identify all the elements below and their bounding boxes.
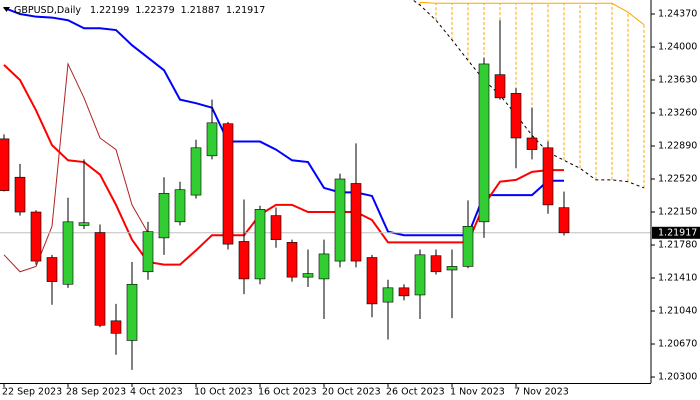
candle-body bbox=[158, 192, 170, 239]
y-tick-label: 1.23260 bbox=[658, 108, 697, 119]
x-tick-label: 4 Oct 2023 bbox=[130, 387, 183, 398]
candle-body bbox=[94, 232, 106, 326]
candle-body bbox=[110, 320, 122, 334]
candle-body bbox=[414, 254, 426, 296]
candle-body bbox=[222, 123, 234, 245]
indicator-line bbox=[412, 0, 645, 189]
low-value: 1.21887 bbox=[181, 5, 220, 16]
x-tick-label: 10 Oct 2023 bbox=[194, 387, 253, 398]
chart-title: GBPUSD,Daily 1.22199 1.22379 1.21887 1.2… bbox=[14, 5, 265, 16]
candle-body bbox=[446, 266, 458, 271]
x-tick-label: 20 Oct 2023 bbox=[322, 387, 381, 398]
candle-body bbox=[526, 137, 538, 150]
y-tick-label: 1.20300 bbox=[658, 372, 697, 383]
candle-body bbox=[142, 231, 154, 273]
candle-body bbox=[494, 74, 506, 99]
candle-body bbox=[62, 221, 74, 285]
indicator-line bbox=[419, 1, 645, 26]
candle-body bbox=[478, 63, 490, 223]
y-tick-label: 1.21780 bbox=[658, 240, 697, 251]
candle-body bbox=[302, 273, 314, 278]
candle-body bbox=[206, 122, 218, 157]
candle-body bbox=[318, 253, 330, 280]
candle-body bbox=[462, 225, 474, 267]
y-tick-label: 1.21410 bbox=[658, 273, 697, 284]
x-tick-label: 1 Nov 2023 bbox=[450, 387, 505, 398]
open-value: 1.22199 bbox=[90, 5, 129, 16]
axes: 1.24370 1.24000 1.23630 1.23260 1.22890 1.225… bbox=[2, 9, 700, 398]
y-tick-label: 1.22890 bbox=[658, 141, 697, 152]
candle-body bbox=[286, 242, 298, 278]
x-tick-label: 26 Oct 2023 bbox=[386, 387, 445, 398]
price-label: 1.21917 bbox=[658, 227, 697, 238]
indicator-line bbox=[3, 62, 149, 273]
candle-body bbox=[254, 209, 266, 280]
candle-body bbox=[78, 222, 90, 226]
x-tick-label: 22 Sep 2023 bbox=[2, 387, 62, 398]
y-tick-label: 1.22150 bbox=[658, 207, 697, 218]
candle-body bbox=[542, 147, 554, 206]
candle-body bbox=[350, 183, 362, 262]
high-value: 1.22379 bbox=[135, 5, 174, 16]
candle-body bbox=[190, 147, 202, 196]
candle-body bbox=[0, 138, 10, 191]
x-tick-label: 7 Nov 2023 bbox=[514, 387, 569, 398]
menu-triangle bbox=[3, 7, 10, 12]
candle-body bbox=[366, 257, 378, 305]
x-tick-label: 16 Oct 2023 bbox=[258, 387, 317, 398]
price-label-box bbox=[652, 226, 700, 239]
x-tick-label: 28 Sep 2023 bbox=[66, 387, 126, 398]
candle-body bbox=[14, 176, 26, 213]
candle-body bbox=[382, 287, 394, 303]
plot-area bbox=[0, 0, 651, 370]
y-tick-label: 1.23630 bbox=[658, 75, 697, 86]
y-tick-label: 1.20670 bbox=[658, 339, 697, 350]
candle-body bbox=[126, 283, 138, 341]
candle-body bbox=[30, 211, 42, 262]
candle-body bbox=[334, 178, 346, 262]
candle-body bbox=[558, 207, 570, 234]
candle-body bbox=[398, 287, 410, 297]
y-tick-label: 1.24000 bbox=[658, 42, 697, 53]
y-tick-label: 1.21040 bbox=[658, 306, 697, 317]
candle-body bbox=[174, 189, 186, 223]
candle-body bbox=[46, 257, 58, 282]
symbol: GBPUSD,Daily bbox=[14, 5, 81, 16]
candle-body bbox=[270, 215, 282, 240]
candle-body bbox=[510, 93, 522, 139]
y-tick-label: 1.22520 bbox=[658, 174, 697, 185]
candle-body bbox=[238, 241, 250, 280]
y-tick-label: 1.24370 bbox=[658, 9, 697, 20]
close-value: 1.21917 bbox=[226, 5, 265, 16]
candle-body bbox=[430, 255, 442, 273]
